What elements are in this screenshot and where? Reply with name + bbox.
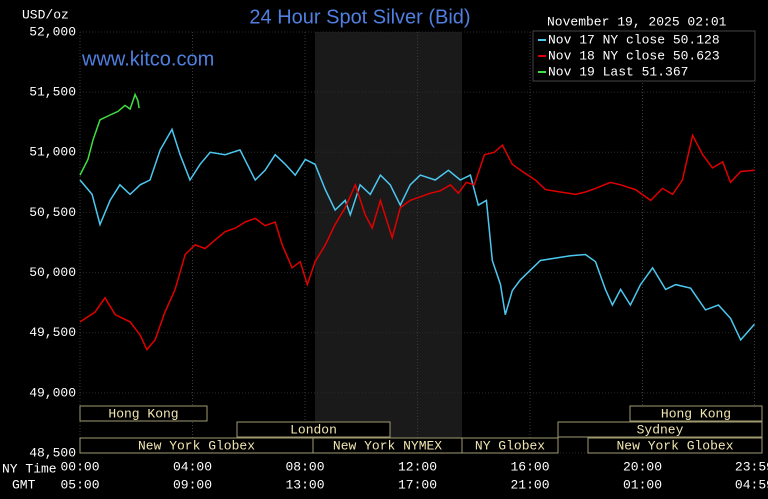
y-tick-label: 52,000 (29, 24, 76, 39)
session-label: Hong Kong (108, 406, 178, 421)
x-tick-label: 16:00 (510, 459, 549, 474)
y-tick-label: 51,000 (29, 145, 76, 160)
x-tick-label: 23:59 (735, 459, 768, 474)
legend-label: Nov 17 NY close 50.128 (548, 32, 720, 47)
session-bar (587, 437, 763, 454)
session-bar (461, 437, 559, 454)
y-tick-label: 49,000 (29, 385, 76, 400)
series-line (79, 127, 755, 342)
y-tick-label: 51,500 (29, 85, 76, 100)
x-tick-label: 20:00 (623, 459, 662, 474)
x2-tick-label: 01:00 (623, 477, 662, 492)
sessions: Hong Kong London New York Globex New York N… (79, 405, 763, 454)
y-tick-label: 48,500 (29, 445, 76, 460)
session-label: New York Globex (616, 438, 733, 453)
session-label: NY Globex (475, 438, 545, 453)
session-bar (629, 405, 763, 422)
session-label: London (290, 422, 337, 437)
y-tick-label: 50,500 (29, 205, 76, 220)
session-label: Hong Kong (661, 406, 731, 421)
y-axis-label: USD/oz (22, 7, 69, 22)
legend-box (532, 30, 756, 82)
legend-label: Nov 18 NY close 50.623 (548, 48, 720, 63)
x-tick-label: 08:00 (285, 459, 324, 474)
session-bar (557, 421, 763, 438)
x2-tick-label: 13:00 (285, 477, 324, 492)
session-label: New York Globex (138, 438, 255, 453)
x2-tick-label: 21:00 (510, 477, 549, 492)
x-tick-label: 00:00 (60, 459, 99, 474)
timestamp: November 19, 2025 02:01 (547, 14, 727, 29)
x2-tick-label: 04:59 (735, 477, 768, 492)
session-label: Sydney (637, 422, 684, 437)
pit-session-shade (315, 32, 462, 453)
x-axis-label: NY Time (2, 461, 57, 476)
x2-tick-label: 09:00 (173, 477, 212, 492)
legend-label: Nov 19 Last 51.367 (548, 64, 688, 79)
x-tick-label: 12:00 (398, 459, 437, 474)
series-line (79, 133, 755, 351)
session-label: New York NYMEX (333, 438, 442, 453)
x2-axis-label: GMT (12, 477, 36, 492)
x2-tick-label: 17:00 (398, 477, 437, 492)
series-line (79, 92, 140, 176)
watermark: www.kitco.com (81, 48, 214, 70)
chart-title: 24 Hour Spot Silver (Bid) (249, 6, 470, 28)
session-bar (79, 405, 208, 422)
x2-tick-label: 05:00 (60, 477, 99, 492)
y-tick-label: 49,500 (29, 325, 76, 340)
session-bar (236, 421, 391, 438)
x-tick-label: 04:00 (173, 459, 212, 474)
y-tick-label: 50,000 (29, 265, 76, 280)
